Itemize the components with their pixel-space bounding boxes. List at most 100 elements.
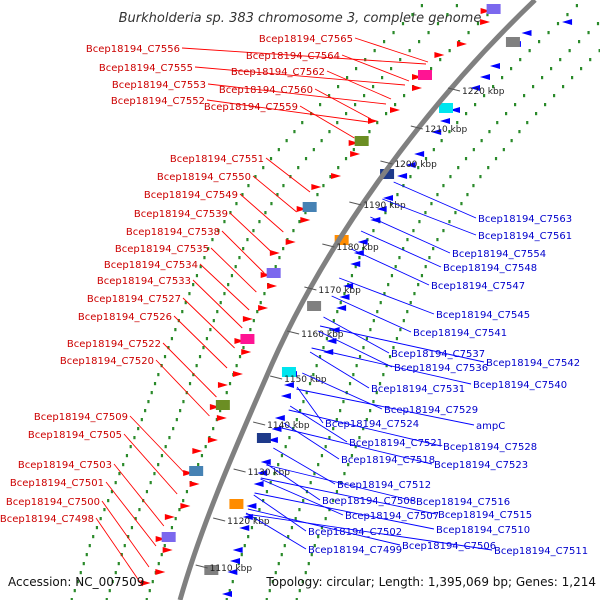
guide-dot <box>335 418 338 422</box>
reverse-gene-label[interactable]: Bcep18194_C7540 <box>473 380 567 391</box>
reverse-gene-label[interactable]: Bcep18194_C7523 <box>434 460 528 471</box>
forward-leader-line <box>265 157 311 193</box>
forward-gene-label[interactable]: Bcep18194_C7498 <box>0 514 94 525</box>
forward-gene-label[interactable]: Bcep18194_C7555 <box>99 63 193 74</box>
feature-block <box>256 433 271 443</box>
tick-label: 1130 kbp <box>248 468 291 478</box>
forward-gene-label[interactable]: Bcep18194_C7535 <box>115 244 209 255</box>
forward-gene-label[interactable]: Bcep18194_C7560 <box>219 85 313 96</box>
forward-gene-arrow <box>242 316 253 322</box>
guide-dot <box>182 499 185 503</box>
guide-dot <box>409 175 412 179</box>
forward-gene-label[interactable]: Bcep18194_C7565 <box>259 34 353 45</box>
guide-dot <box>195 364 198 368</box>
reverse-gene-label[interactable]: Bcep18194_C7515 <box>438 510 532 521</box>
reverse-gene-label[interactable]: Bcep18194_C7537 <box>391 349 485 360</box>
forward-gene-arrow <box>434 52 445 58</box>
forward-gene-label[interactable]: Bcep18194_C7533 <box>97 276 191 287</box>
reverse-gene-label[interactable]: Bcep18194_C7545 <box>436 310 530 321</box>
reverse-gene-label[interactable]: Bcep18194_C7516 <box>416 497 510 508</box>
guide-dot <box>312 373 315 377</box>
forward-gene-label[interactable]: Bcep18194_C7505 <box>28 430 122 441</box>
reverse-gene-label[interactable]: Bcep18194_C7547 <box>431 281 525 292</box>
forward-leader-line <box>173 315 228 369</box>
reverse-gene-label[interactable]: Bcep18194_C7512 <box>337 480 431 491</box>
reverse-gene-label[interactable]: Bcep18194_C7528 <box>443 442 537 453</box>
forward-gene-label[interactable]: Bcep18194_C7527 <box>87 294 181 305</box>
guide-dot <box>518 130 521 134</box>
guide-dot <box>336 121 339 125</box>
guide-dot <box>559 58 562 62</box>
reverse-gene-label[interactable]: Bcep18194_C7506 <box>402 541 496 552</box>
reverse-gene-label[interactable]: Bcep18194_C7521 <box>349 438 443 449</box>
forward-gene-label[interactable]: Bcep18194_C7520 <box>60 356 154 367</box>
reverse-gene-label[interactable]: Bcep18194_C7542 <box>486 358 580 369</box>
forward-gene-label[interactable]: Bcep18194_C7534 <box>104 260 198 271</box>
guide-dot <box>242 346 245 350</box>
guide-dot <box>347 463 350 467</box>
reverse-gene-label[interactable]: Bcep18194_C7563 <box>478 214 572 225</box>
guide-dot <box>523 94 526 98</box>
forward-gene-label[interactable]: Bcep18194_C7552 <box>111 96 205 107</box>
guide-dot <box>448 220 451 224</box>
reverse-leader-line <box>370 216 451 254</box>
forward-gene-arrow <box>296 206 307 212</box>
forward-gene-label[interactable]: Bcep18194_C7526 <box>78 312 172 323</box>
reverse-gene-label[interactable]: Bcep18194_C7554 <box>452 249 546 260</box>
reverse-gene-label[interactable]: Bcep18194_C7518 <box>341 455 435 466</box>
reverse-gene-label[interactable]: Bcep18194_C7502 <box>308 527 402 538</box>
forward-gene-label[interactable]: Bcep18194_C7500 <box>6 497 100 508</box>
forward-gene-label[interactable]: Bcep18194_C7522 <box>67 339 161 350</box>
reverse-gene-label[interactable]: Bcep18194_C7529 <box>384 405 478 416</box>
tick-label: 1200 kbp <box>394 160 437 170</box>
guide-dot <box>230 274 234 278</box>
reverse-leader-line <box>260 477 437 515</box>
forward-gene-label[interactable]: Bcep18194_C7551 <box>170 154 264 165</box>
reverse-gene-label[interactable]: Bcep18194_C7508 <box>322 496 416 507</box>
forward-gene-label[interactable]: Bcep18194_C7550 <box>157 172 251 183</box>
reverse-gene-label[interactable]: Bcep18194_C7499 <box>308 545 402 556</box>
tick-label: 1170 kbp <box>318 286 361 296</box>
forward-gene-label[interactable]: Bcep18194_C7538 <box>126 227 220 238</box>
forward-gene-label[interactable]: Bcep18194_C7564 <box>246 51 340 62</box>
forward-gene-arrow <box>155 569 166 575</box>
reverse-gene-label[interactable]: ampC <box>476 421 505 432</box>
tick-mark <box>380 160 393 165</box>
reverse-gene-label[interactable]: Bcep18194_C7541 <box>413 328 507 339</box>
guide-dot <box>392 31 395 35</box>
reverse-gene-label[interactable]: Bcep18194_C7510 <box>436 525 530 536</box>
forward-gene-label[interactable]: Bcep18194_C7549 <box>144 190 238 201</box>
forward-gene-label[interactable]: Bcep18194_C7562 <box>231 67 325 78</box>
reverse-gene-label[interactable]: Bcep18194_C7531 <box>371 384 465 395</box>
forward-gene-label[interactable]: Bcep18194_C7501 <box>10 478 104 489</box>
forward-gene-label[interactable]: Bcep18194_C7503 <box>18 460 112 471</box>
forward-gene-label[interactable]: Bcep18194_C7539 <box>134 209 228 220</box>
guide-dot <box>184 301 187 305</box>
guide-dot <box>501 76 504 80</box>
reverse-gene-label[interactable]: Bcep18194_C7524 <box>325 419 419 430</box>
guide-dot <box>150 391 153 395</box>
reverse-gene-label[interactable]: Bcep18194_C7561 <box>478 231 572 242</box>
guide-dot <box>402 247 405 251</box>
forward-gene-label[interactable]: Bcep18194_C7553 <box>112 80 206 91</box>
forward-gene-label[interactable]: Bcep18194_C7509 <box>34 412 128 423</box>
feature-block <box>189 466 204 476</box>
reverse-gene-label[interactable]: Bcep18194_C7511 <box>494 546 588 557</box>
reverse-gene-arrow <box>370 217 381 223</box>
guide-dot <box>310 112 313 116</box>
guide-dot <box>562 85 565 89</box>
guide-dot <box>399 58 402 62</box>
guide-dot <box>315 364 318 368</box>
reverse-gene-label[interactable]: Bcep18194_C7536 <box>394 363 488 374</box>
guide-dot <box>355 67 358 71</box>
reverse-gene-label[interactable]: Bcep18194_C7507 <box>345 511 439 522</box>
forward-leader-line <box>199 263 250 311</box>
guide-dot <box>332 427 335 431</box>
forward-gene-label[interactable]: Bcep18194_C7559 <box>204 102 298 113</box>
reverse-gene-label[interactable]: Bcep18194_C7548 <box>443 263 537 274</box>
guide-dot <box>223 292 226 296</box>
forward-leader-line <box>123 433 178 495</box>
guide-dot <box>544 103 547 107</box>
forward-gene-label[interactable]: Bcep18194_C7556 <box>86 44 180 55</box>
guide-dot <box>320 526 324 530</box>
